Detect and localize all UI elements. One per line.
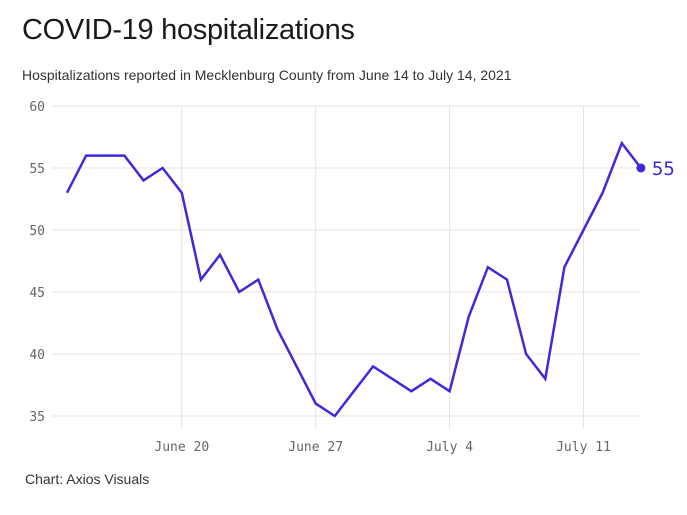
- end-value-label: 55: [652, 158, 675, 180]
- end-point-marker: [636, 163, 646, 173]
- x-tick-label: June 20: [154, 440, 209, 455]
- chart-subtitle: Hospitalizations reported in Mecklenburg…: [22, 67, 512, 83]
- y-tick-label: 35: [29, 410, 45, 425]
- y-tick-label: 50: [29, 224, 45, 239]
- x-axis-labels: June 20 June 27 July 4 July 11: [154, 440, 611, 455]
- vertical-gridlines: [181, 106, 585, 429]
- y-axis-labels: 60 55 50 45 40 35: [29, 100, 45, 425]
- y-tick-label: 45: [29, 286, 45, 301]
- x-tick-label: July 4: [426, 440, 473, 455]
- y-tick-label: 55: [29, 162, 45, 177]
- horizontal-gridlines: [52, 105, 641, 417]
- chart-source: Chart: Axios Visuals: [25, 471, 150, 487]
- series-line-hospitalizations: [65, 140, 642, 418]
- x-tick-label: June 27: [288, 440, 343, 455]
- y-tick-label: 40: [29, 348, 45, 363]
- x-tick-label: July 11: [556, 440, 611, 455]
- chart-title: COVID-19 hospitalizations: [22, 14, 355, 46]
- y-tick-label: 60: [29, 100, 45, 115]
